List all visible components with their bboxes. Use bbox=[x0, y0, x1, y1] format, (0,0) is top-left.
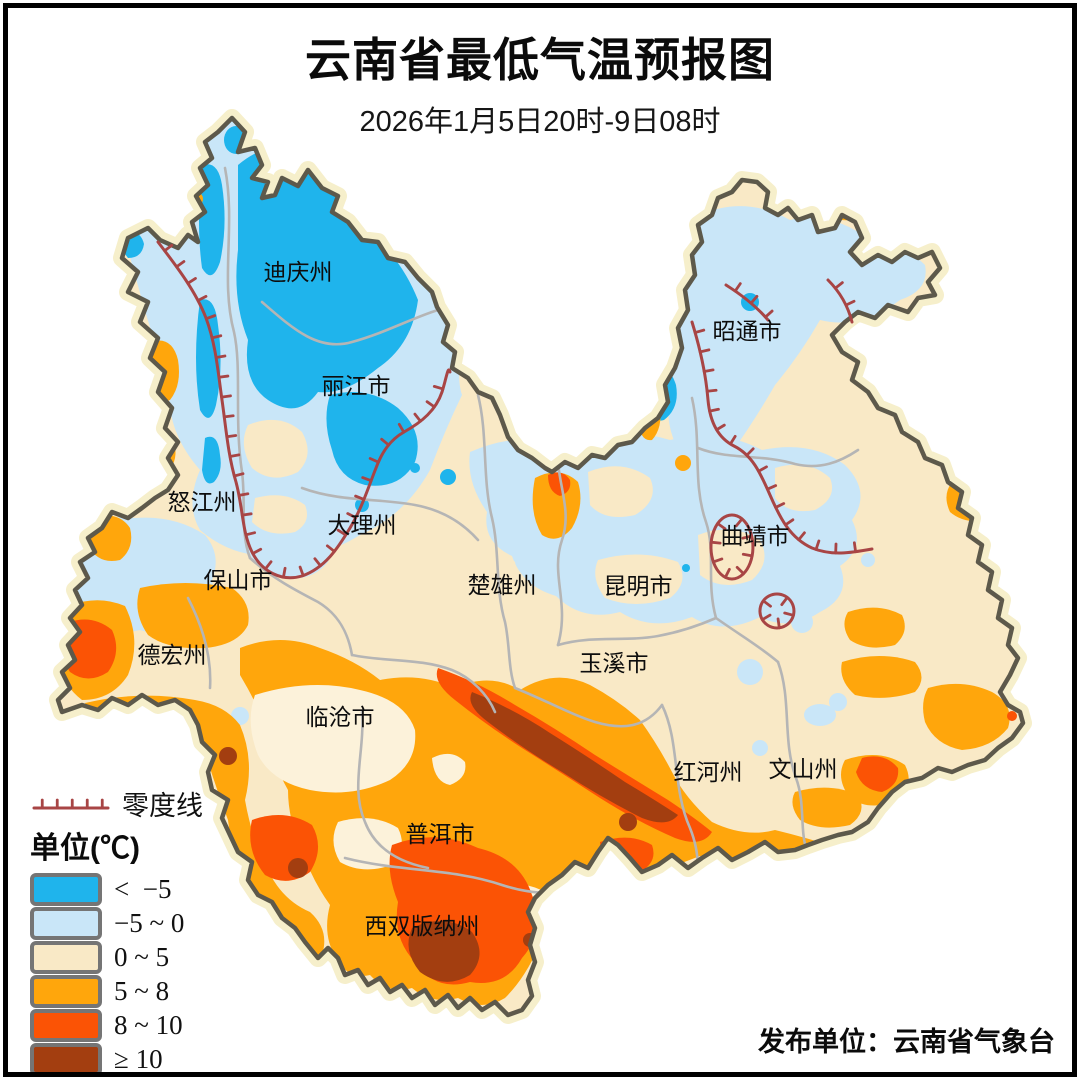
province-outline bbox=[55, 115, 1026, 1018]
legend-swatch bbox=[30, 1043, 102, 1076]
region-label: 怒江州 bbox=[168, 489, 237, 515]
forecast-period: 2026年1月5日20时-9日08时 bbox=[359, 106, 721, 138]
region-label: 红河州 bbox=[674, 759, 743, 785]
legend-swatch bbox=[30, 873, 102, 906]
page-title: 云南省最低气温预报图 bbox=[305, 34, 775, 86]
zero-degree-lines bbox=[156, 240, 874, 630]
region-label: 玉溪市 bbox=[580, 650, 649, 676]
legend-range-label: < −5 bbox=[114, 874, 172, 904]
legend-row: 0 ~ 5 bbox=[30, 941, 203, 974]
legend-row: 8 ~ 10 bbox=[30, 1009, 203, 1042]
zero-line-symbol bbox=[32, 798, 110, 810]
region-label: 曲靖市 bbox=[721, 523, 790, 549]
region-label: 丽江市 bbox=[322, 373, 391, 399]
region-labels: 迪庆州 丽江市 怒江州 大理州 保山市 德宏州 临沧市 楚雄州 昆明市 玉溪市 … bbox=[138, 259, 838, 939]
legend: 零度线 单位(℃) < −5 −5 ~ 0 0 ~ 5 5 ~ 8 8 ~ 10… bbox=[30, 789, 203, 1080]
region-label: 文山州 bbox=[769, 756, 838, 782]
legend-swatch bbox=[30, 1009, 102, 1042]
legend-unit-label: 单位(℃) bbox=[30, 832, 140, 865]
legend-swatch bbox=[30, 975, 102, 1008]
legend-range-label: −5 ~ 0 bbox=[114, 908, 185, 938]
legend-row: ≥ 10 bbox=[30, 1043, 203, 1076]
zero-line-legend-row: 零度线 bbox=[30, 789, 203, 821]
header: 云南省最低气温预报图 2026年1月5日20时-9日08时 bbox=[0, 24, 1080, 140]
region-label: 普洱市 bbox=[406, 821, 475, 847]
region-label: 昆明市 bbox=[604, 573, 673, 599]
legend-row: < −5 bbox=[30, 873, 203, 906]
legend-row: −5 ~ 0 bbox=[30, 907, 203, 940]
region-label: 保山市 bbox=[204, 567, 273, 593]
temp-region-brown bbox=[219, 692, 678, 982]
legend-swatch bbox=[30, 907, 102, 940]
zero-line-label: 零度线 bbox=[122, 790, 203, 821]
legend-range-label: 0 ~ 5 bbox=[114, 942, 170, 972]
legend-row: 5 ~ 8 bbox=[30, 975, 203, 1008]
publisher-credit: 发布单位：云南省气象台 bbox=[758, 1027, 1055, 1057]
region-label: 西双版纳州 bbox=[365, 913, 480, 939]
region-label: 迪庆州 bbox=[264, 259, 333, 285]
region-label: 德宏州 bbox=[138, 642, 207, 668]
legend-range-label: 5 ~ 8 bbox=[114, 976, 170, 1006]
legend-swatch bbox=[30, 941, 102, 974]
region-label: 大理州 bbox=[328, 512, 397, 538]
region-label: 临沧市 bbox=[306, 704, 375, 730]
region-label: 楚雄州 bbox=[468, 572, 537, 598]
legend-range-label: 8 ~ 10 bbox=[114, 1010, 183, 1040]
region-label: 昭通市 bbox=[713, 318, 782, 344]
legend-range-label: ≥ 10 bbox=[114, 1044, 163, 1074]
